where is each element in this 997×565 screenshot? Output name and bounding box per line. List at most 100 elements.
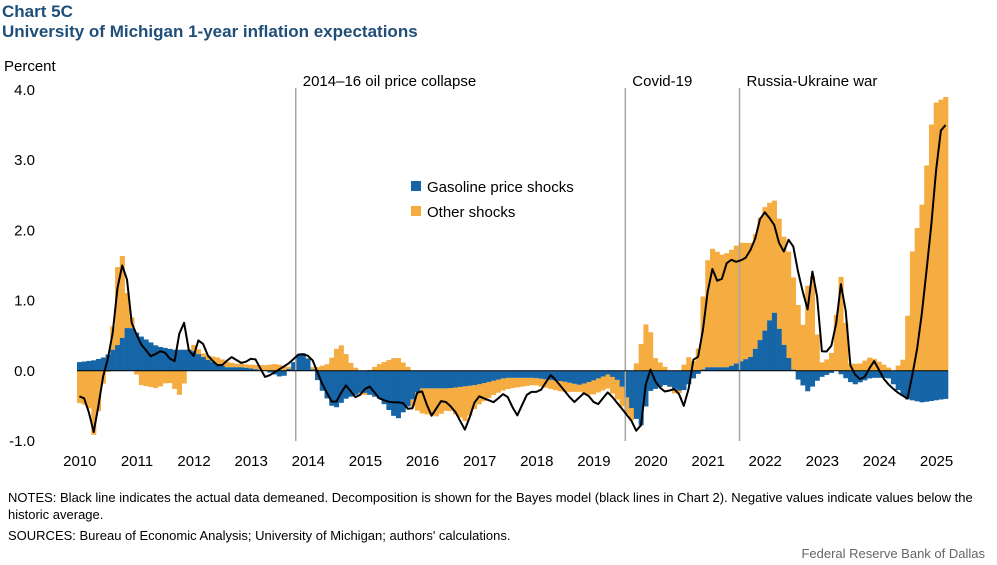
gasoline-shock-bar — [162, 347, 168, 371]
gasoline-shock-bar — [557, 370, 563, 382]
gasoline-shock-bar — [96, 358, 102, 371]
gasoline-shock-bar — [234, 367, 240, 371]
other-shock-bar — [510, 377, 516, 389]
other-shock-bar — [871, 358, 877, 371]
other-shock-bar — [424, 388, 430, 415]
chart-sources: SOURCES: Bureau of Economic Analysis; Un… — [8, 528, 511, 543]
gasoline-shock-bar — [200, 357, 206, 371]
other-shock-bar — [305, 357, 311, 359]
gasoline-shock-bar — [705, 367, 711, 371]
other-shock-bar — [234, 363, 240, 368]
gasoline-shock-bar — [433, 370, 440, 389]
gasoline-shock-bar — [809, 370, 816, 387]
y-tick-labels: 4.0 3.0 2.0 1.0 0.0 -1.0 — [9, 82, 35, 450]
gasoline-shock-bar — [576, 370, 582, 385]
gasoline-shock-bar — [867, 370, 873, 379]
other-shock-bar — [105, 370, 111, 372]
y-tick-label: 4.0 — [14, 82, 35, 99]
other-shock-bar — [353, 367, 359, 371]
other-shock-bar — [619, 386, 625, 407]
x-tick-label: 2025 — [920, 453, 953, 470]
other-shock-bar — [115, 267, 121, 346]
gasoline-shock-bar — [229, 367, 235, 371]
gasoline-shock-bar — [928, 370, 935, 401]
other-shock-bar — [586, 382, 592, 395]
gasoline-shock-bar — [314, 370, 321, 381]
other-shocks-bars — [77, 97, 949, 435]
gasoline-shock-bar — [900, 370, 906, 396]
other-shock-bar — [819, 362, 825, 371]
x-tick-label: 2017 — [463, 453, 496, 470]
gasoline-shock-bar — [495, 370, 501, 380]
other-shock-bar — [191, 344, 197, 352]
other-shock-bar — [909, 251, 915, 371]
legend-label-other: Other shocks — [427, 204, 515, 221]
gasoline-shock-bar — [562, 370, 568, 382]
gasoline-shock-bar — [195, 354, 202, 371]
other-shock-bar — [695, 348, 701, 371]
gasoline-shock-bar — [376, 370, 382, 399]
other-shock-bar — [229, 362, 235, 368]
other-shock-bar — [690, 361, 697, 371]
other-shock-bar — [919, 204, 925, 371]
other-shock-bar — [752, 234, 758, 349]
other-shock-bar — [867, 357, 873, 371]
gasoline-shock-bar — [805, 370, 811, 392]
gasoline-shock-bar — [381, 370, 387, 405]
gasoline-shock-bar — [338, 370, 344, 403]
gasoline-shock-bar — [405, 370, 411, 407]
other-shock-bar — [795, 304, 801, 371]
gasoline-shock-bar — [134, 332, 140, 371]
gasoline-shock-bar — [724, 367, 730, 371]
gasoline-shock-bar — [443, 370, 449, 389]
other-shock-bar — [81, 370, 87, 405]
other-shock-bar — [267, 364, 273, 371]
gasoline-shock-bar — [824, 370, 830, 375]
other-shock-bar — [514, 377, 520, 388]
other-shock-bar — [529, 377, 535, 386]
other-shock-bar — [324, 364, 330, 371]
other-shock-bar — [276, 364, 282, 371]
other-shock-bar — [938, 99, 944, 371]
other-shock-bar — [400, 362, 406, 371]
other-shock-bar — [96, 370, 102, 412]
gasoline-shock-bar — [733, 363, 739, 371]
other-shock-bar — [386, 360, 392, 371]
other-shock-bar — [395, 358, 401, 371]
other-shock-bar — [210, 356, 216, 363]
other-shock-bar — [900, 359, 906, 371]
other-shock-bar — [433, 388, 440, 417]
gasoline-shock-bar — [638, 370, 644, 426]
gasoline-shock-bar — [305, 358, 311, 371]
gasoline-shock-bar — [372, 370, 378, 397]
other-shock-bar — [648, 332, 654, 371]
other-shock-bar — [809, 276, 816, 371]
other-shock-bar — [148, 370, 154, 388]
other-shock-bar — [876, 361, 882, 371]
other-shock-bar — [486, 381, 492, 399]
other-shock-bar — [343, 354, 349, 371]
other-shock-bar — [219, 359, 225, 366]
gasoline-shock-bar — [748, 356, 754, 371]
gasoline-shock-bar — [767, 320, 773, 371]
other-shock-bar — [762, 207, 768, 331]
gasoline-shock-bar — [115, 345, 121, 371]
gasoline-shock-bar — [686, 370, 692, 385]
gasoline-shock-bar — [481, 370, 487, 384]
gasoline-shock-bar — [153, 345, 159, 371]
other-shock-bar — [681, 364, 687, 371]
other-shock-bar — [505, 377, 511, 390]
other-shock-bar — [686, 357, 692, 371]
event-label: Covid-19 — [632, 73, 692, 90]
other-shock-bar — [571, 383, 578, 392]
other-shock-bar — [805, 285, 811, 371]
other-shock-bar — [886, 367, 892, 371]
gasoline-shock-bar — [486, 370, 492, 382]
other-shock-bar — [895, 365, 901, 371]
other-shock-bar — [676, 390, 682, 394]
other-shock-bar — [933, 102, 939, 371]
gasoline-shock-bar — [414, 370, 420, 393]
other-shock-bar — [614, 379, 620, 400]
other-shock-bar — [143, 370, 149, 387]
gasoline-shock-bar — [595, 370, 601, 379]
